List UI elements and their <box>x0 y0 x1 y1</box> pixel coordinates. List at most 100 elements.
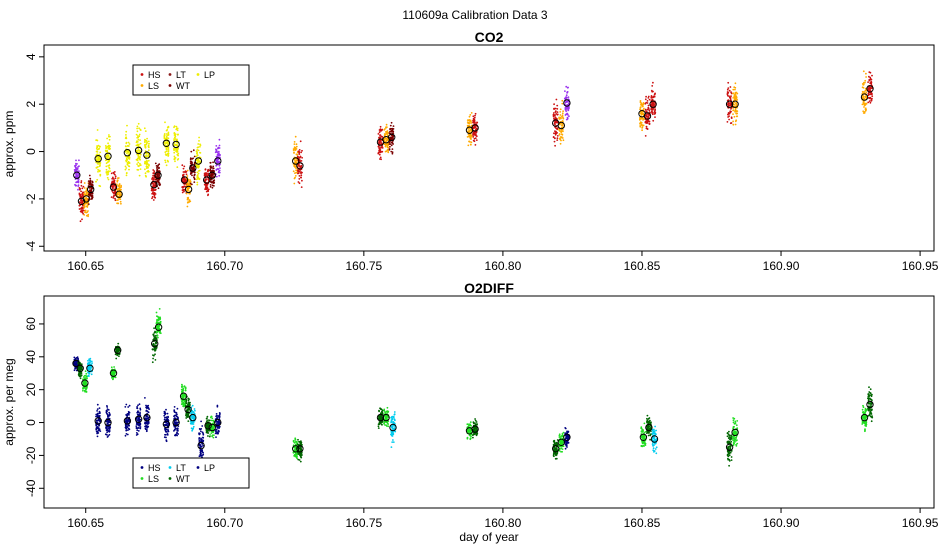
co2-data-point <box>166 129 168 131</box>
o2diff-data-point <box>391 441 393 443</box>
co2-data-point <box>568 96 570 98</box>
co2-data-point <box>553 112 555 114</box>
co2-data-point <box>647 100 649 102</box>
co2-data-point <box>469 119 471 121</box>
co2-data-point <box>212 184 214 186</box>
co2-data-point <box>218 161 220 163</box>
co2-data-point <box>561 103 563 105</box>
co2-data-point <box>863 91 865 93</box>
co2-data-point <box>864 96 866 98</box>
o2diff-data-point <box>216 417 218 419</box>
co2-data-point <box>862 110 864 112</box>
o2diff-data-point <box>87 368 89 370</box>
o2diff-data-point <box>192 405 194 407</box>
o2diff-data-point <box>202 431 204 433</box>
o2diff-data-point <box>217 405 219 407</box>
o2diff-data-point <box>380 408 382 410</box>
co2-data-point <box>379 140 381 142</box>
co2-data-point <box>554 141 556 143</box>
co2-data-point <box>186 193 188 195</box>
co2-data-point <box>182 192 184 194</box>
co2-data-point <box>138 135 140 137</box>
o2diff-data-point <box>470 424 472 426</box>
o2diff-data-point <box>198 437 200 439</box>
co2-data-point <box>125 166 127 168</box>
co2-legend-label-ls: LS <box>148 81 159 91</box>
co2-data-point <box>198 170 200 172</box>
co2-data-point <box>467 125 469 127</box>
co2-data-point <box>734 98 736 100</box>
co2-data-point <box>191 184 193 186</box>
co2-ylabel: approx. ppm <box>2 111 16 178</box>
co2-data-point <box>866 103 868 105</box>
o2diff-data-point <box>378 425 380 427</box>
o2diff-data-point <box>136 429 138 431</box>
co2-data-point <box>870 72 872 74</box>
co2-data-point <box>109 170 111 172</box>
co2-data-point <box>554 122 556 124</box>
co2-data-point <box>137 169 139 171</box>
co2-data-point <box>868 93 870 95</box>
co2-data-point <box>732 113 734 115</box>
o2diff-data-point <box>156 332 158 334</box>
co2-data-point <box>125 131 127 133</box>
co2-data-point <box>641 114 643 116</box>
co2-data-point <box>139 139 141 141</box>
co2-data-point <box>212 187 214 189</box>
o2diff-data-point <box>378 427 380 429</box>
o2diff-data-point <box>174 417 176 419</box>
o2diff-data-point <box>181 403 183 405</box>
o2diff-data-point <box>387 423 389 425</box>
co2-data-point <box>138 149 140 151</box>
co2-data-point <box>654 116 656 118</box>
co2-data-point <box>206 185 208 187</box>
co2-data-point <box>558 117 560 119</box>
co2-data-point <box>566 107 568 109</box>
co2-data-point <box>154 197 156 199</box>
co2-data-point <box>476 135 478 137</box>
co2-data-point <box>108 136 110 138</box>
o2diff-data-point <box>88 372 90 374</box>
o2diff-data-point <box>152 358 154 360</box>
co2-data-point <box>158 167 160 169</box>
co2-data-point <box>870 79 872 81</box>
o2diff-data-point <box>107 436 109 438</box>
co2-data-point <box>174 144 176 146</box>
co2-data-point <box>295 161 297 163</box>
o2diff-data-point <box>155 335 157 337</box>
o2diff-data-point <box>153 348 155 350</box>
co2-data-point <box>174 156 176 158</box>
o2diff-data-point <box>392 435 394 437</box>
co2-data-point <box>148 149 150 151</box>
o2diff-data-point <box>107 414 109 416</box>
co2-data-point <box>652 113 654 115</box>
o2diff-data-point <box>468 429 470 431</box>
o2diff-data-point <box>199 444 201 446</box>
o2diff-data-point <box>185 413 187 415</box>
co2-data-point <box>105 147 107 149</box>
co2-data-point <box>120 203 122 205</box>
co2-data-point <box>74 169 76 171</box>
o2diff-data-point <box>174 415 176 417</box>
o2diff-data-point <box>96 427 98 429</box>
co2-data-point <box>76 174 78 176</box>
co2-data-point <box>198 140 200 142</box>
co2-data-point <box>129 143 131 145</box>
co2-data-point <box>640 101 642 103</box>
o2diff-data-point <box>136 427 138 429</box>
co2-data-point <box>91 183 93 185</box>
o2diff-data-point <box>387 425 389 427</box>
co2-data-point <box>651 90 653 92</box>
o2diff-data-point <box>300 461 302 463</box>
co2-data-point <box>194 178 196 180</box>
co2-data-point <box>177 134 179 136</box>
co2-data-point <box>86 215 88 217</box>
co2-data-point <box>652 104 654 106</box>
co2-data-point <box>560 108 562 110</box>
co2-data-point <box>81 180 83 182</box>
o2diff-data-point <box>394 411 396 413</box>
co2-data-point <box>87 210 89 212</box>
co2-data-point <box>80 220 82 222</box>
co2-data-point <box>168 151 170 153</box>
